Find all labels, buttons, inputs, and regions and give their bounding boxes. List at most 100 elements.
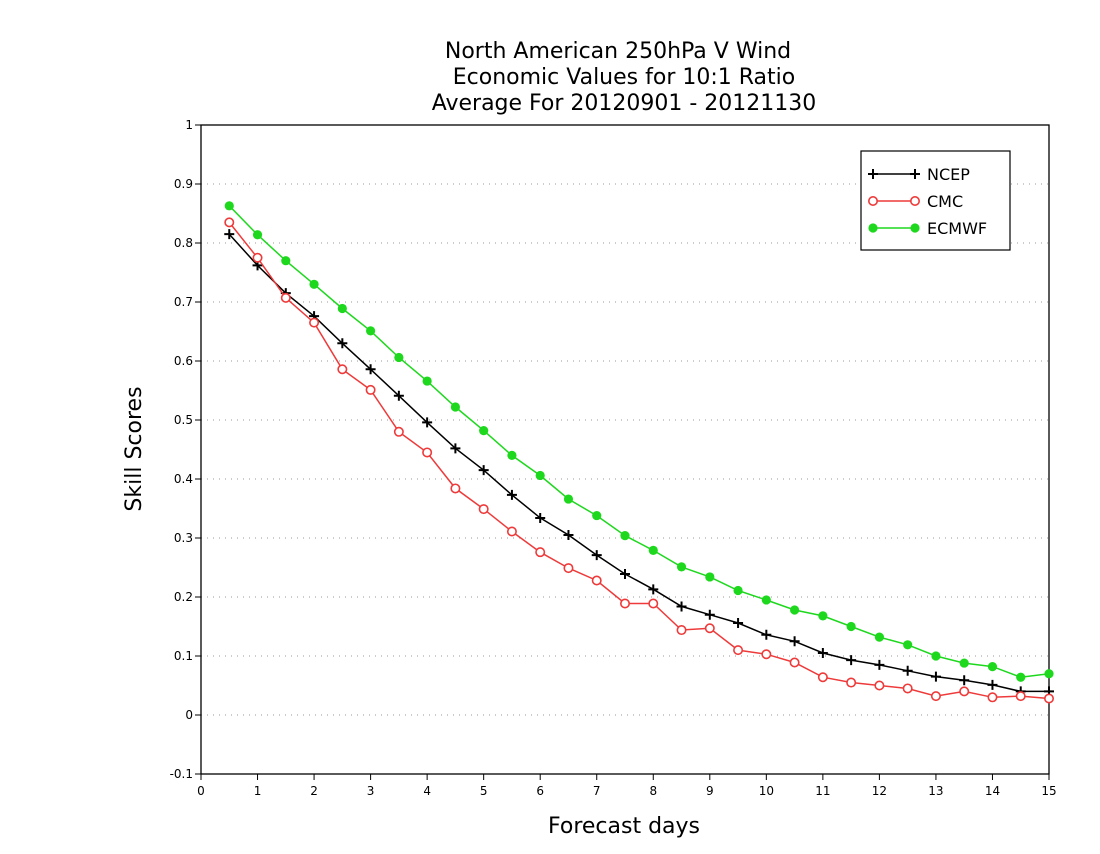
y-tick-label: 1 xyxy=(185,118,193,132)
data-point-cmc xyxy=(478,504,489,515)
y-tick-label: 0.1 xyxy=(174,649,193,663)
x-tick-label: 1 xyxy=(254,784,262,798)
y-tick-label: 0.3 xyxy=(174,531,193,545)
legend-marker-ecmwf xyxy=(910,223,920,233)
data-point-ncep xyxy=(422,417,433,428)
data-point-cmc xyxy=(450,483,461,494)
data-point-cmc xyxy=(591,575,602,586)
y-tick-label: 0.5 xyxy=(174,413,193,427)
data-point-ecmwf xyxy=(224,201,234,211)
x-tick-label: 6 xyxy=(536,784,544,798)
data-point-ecmwf xyxy=(450,402,460,412)
data-point-ncep xyxy=(393,390,404,401)
data-point-cmc xyxy=(789,657,800,668)
data-point-cmc xyxy=(563,563,574,574)
series-ncep xyxy=(224,229,1054,697)
data-point-cmc xyxy=(704,623,715,634)
data-point-ncep xyxy=(535,512,546,523)
data-point-ecmwf xyxy=(563,494,574,504)
data-point-ecmwf xyxy=(931,651,941,661)
data-point-cmc xyxy=(874,680,885,691)
y-tick-label: 0 xyxy=(185,708,193,722)
data-point-cmc xyxy=(959,686,970,697)
x-tick-label: 3 xyxy=(367,784,375,798)
data-point-ecmwf xyxy=(987,662,998,672)
legend-marker-cmc xyxy=(909,196,920,207)
data-point-cmc xyxy=(535,547,546,558)
data-point-ncep xyxy=(733,617,744,628)
data-point-cmc xyxy=(619,598,630,609)
data-point-cmc xyxy=(930,691,941,702)
data-point-ncep xyxy=(450,443,461,454)
plot-frame xyxy=(200,124,1050,775)
data-point-cmc xyxy=(280,292,291,303)
data-point-ncep xyxy=(337,338,348,349)
data-point-ecmwf xyxy=(394,352,404,363)
data-point-cmc xyxy=(987,692,998,703)
x-tick-label: 8 xyxy=(649,784,657,798)
data-point-cmc xyxy=(817,672,828,683)
data-point-ncep xyxy=(704,609,715,620)
data-point-ecmwf xyxy=(818,611,828,621)
data-point-ecmwf xyxy=(761,595,771,605)
data-point-ecmwf xyxy=(959,658,969,668)
legend: NCEP CMC ECMWF xyxy=(860,150,1011,251)
data-point-ecmwf xyxy=(1016,672,1026,682)
data-point-cmc xyxy=(1044,693,1055,704)
legend-marker-ecmwf xyxy=(868,223,878,233)
data-point-ecmwf xyxy=(281,256,291,266)
series-layer xyxy=(224,201,1055,704)
x-tick-label: 2 xyxy=(310,784,318,798)
data-point-cmc xyxy=(846,677,857,688)
data-point-cmc xyxy=(1015,691,1026,702)
y-tick-label: 0.4 xyxy=(174,472,193,486)
chart-title-line-1: North American 250hPa V Wind xyxy=(445,39,791,64)
x-tick-label: 9 xyxy=(706,784,714,798)
data-point-ecmwf xyxy=(846,621,856,632)
x-tick-label: 10 xyxy=(759,784,774,798)
data-point-ecmwf xyxy=(648,545,658,555)
x-tick-label: 14 xyxy=(985,784,1000,798)
data-point-ncep xyxy=(591,550,602,561)
data-point-ecmwf xyxy=(535,470,545,481)
y-tick-label: 0.7 xyxy=(174,295,193,309)
data-point-ncep xyxy=(761,629,772,640)
data-point-cmc xyxy=(733,645,744,656)
x-axis-title: Forecast days xyxy=(548,814,700,839)
x-tick-label: 12 xyxy=(872,784,887,798)
data-point-cmc xyxy=(252,252,263,263)
series-line-cmc xyxy=(228,221,1050,700)
x-tick-label: 7 xyxy=(593,784,601,798)
data-point-cmc xyxy=(648,598,659,609)
x-tick-label: 4 xyxy=(423,784,431,798)
legend-marker-ncep xyxy=(910,169,920,179)
data-point-cmc xyxy=(337,364,348,375)
chart-title-line-3: Average For 20120901 - 20121130 xyxy=(432,91,817,116)
x-tick-label: 0 xyxy=(197,784,205,798)
data-point-ecmwf xyxy=(1044,669,1054,679)
legend-box xyxy=(860,150,1011,251)
data-point-ncep xyxy=(930,671,941,682)
data-point-ncep xyxy=(874,659,885,670)
legend-marker-ncep xyxy=(868,169,878,179)
y-tick-label: -0.1 xyxy=(170,767,193,781)
data-point-ncep xyxy=(563,530,574,541)
chart-title-line-2: Economic Values for 10:1 Ratio xyxy=(453,65,795,90)
data-point-ncep xyxy=(620,568,630,579)
data-point-ecmwf xyxy=(479,426,489,436)
data-point-ncep xyxy=(959,675,970,686)
data-point-ncep xyxy=(902,665,913,676)
legend-label-ecmwf: ECMWF xyxy=(927,219,987,238)
data-point-cmc xyxy=(224,217,235,228)
legend-marker-cmc xyxy=(867,196,878,207)
y-tick-label: 0.2 xyxy=(174,590,193,604)
data-point-ncep xyxy=(478,465,489,476)
data-point-ncep xyxy=(846,655,857,666)
data-point-ncep xyxy=(987,679,998,690)
data-point-ecmwf xyxy=(309,279,319,289)
x-tick-label: 5 xyxy=(480,784,488,798)
data-point-ncep xyxy=(365,364,376,375)
y-tick-label: 0.6 xyxy=(174,354,193,368)
